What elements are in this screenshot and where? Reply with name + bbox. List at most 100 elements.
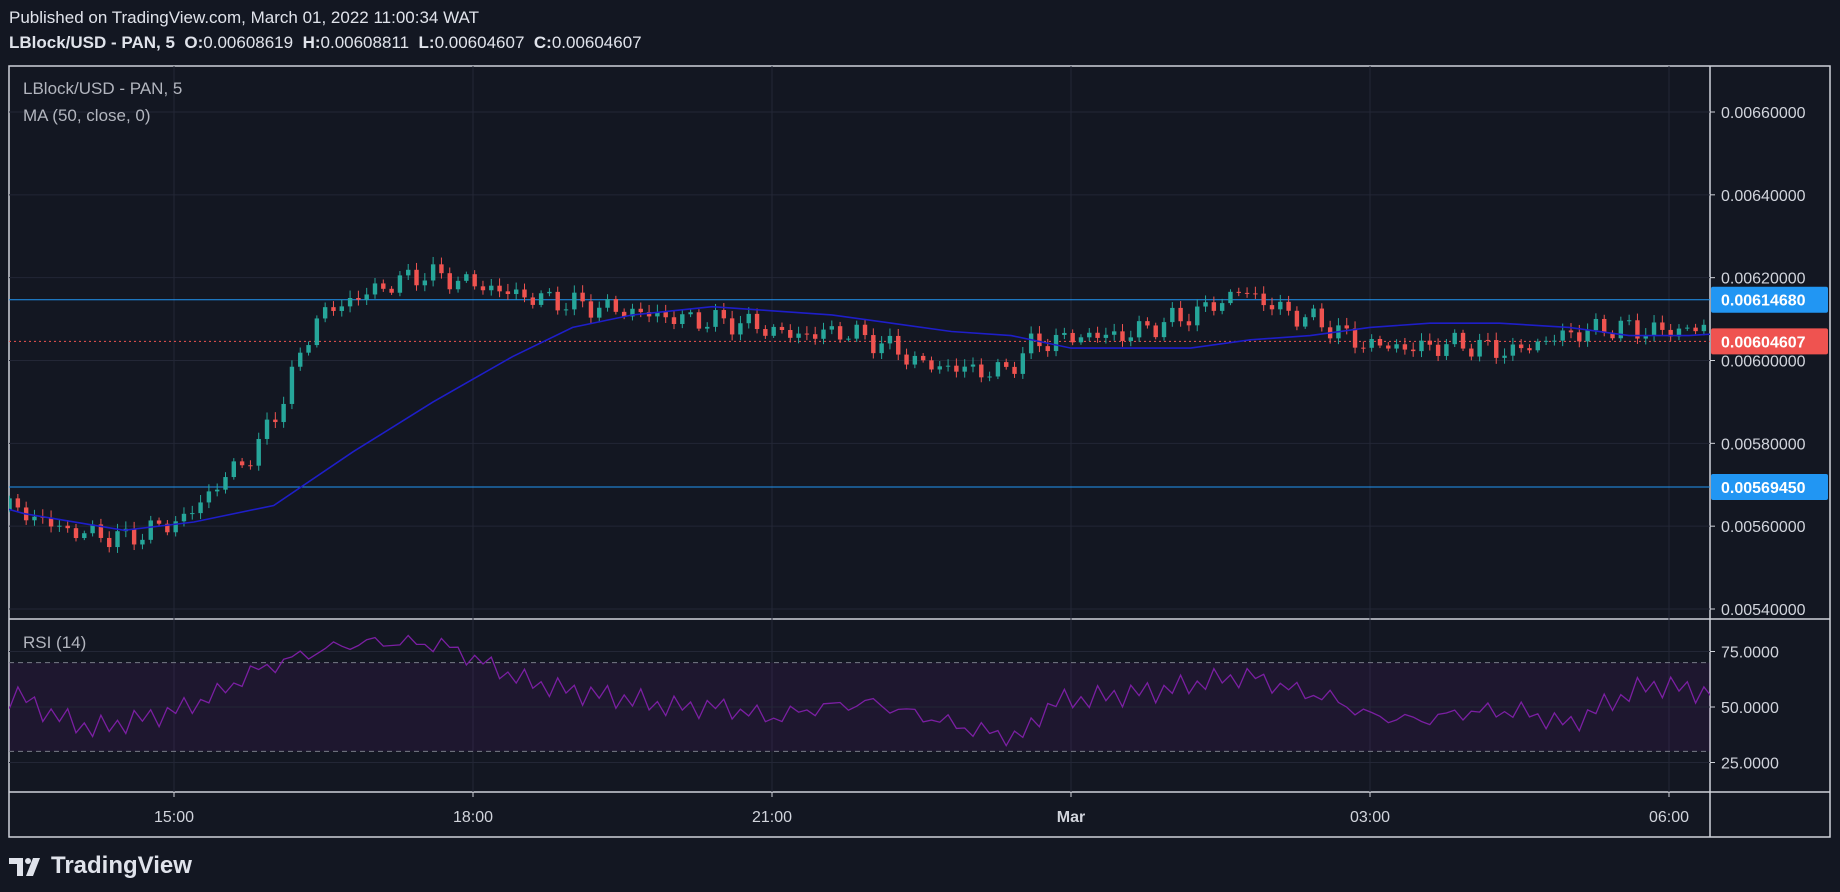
price-plot [9,216,1839,553]
candle-body [896,335,901,355]
candle-body [1053,334,1059,352]
candle-body [356,297,361,300]
candle-body [1568,330,1574,333]
candle-body [547,291,552,294]
candle-body [1626,320,1632,322]
candle-body [1643,335,1648,339]
candle-body [1835,216,1839,224]
candle-body [829,326,834,330]
candle-body [862,324,868,336]
candle-body [273,419,278,423]
candle-body [729,318,735,335]
candle-body [339,306,344,311]
candle-body [1776,254,1780,257]
candle-body [1552,340,1557,342]
x-tick-label: 21:00 [752,809,792,826]
ma-line [9,305,1710,532]
high-label: H: [302,33,321,52]
price-tick-label: 0.00560000 [1721,519,1806,536]
candle-body [563,309,569,311]
tradingview-logo-icon [9,858,40,876]
candle-body [1128,337,1133,341]
candle-body [613,299,619,312]
candle-body [1286,301,1291,311]
candle-body [65,525,70,529]
candle-body [1460,332,1466,349]
candle-body [1195,306,1200,326]
candle-body [140,539,145,545]
candle-body [1253,293,1258,295]
candle-body [1211,302,1217,311]
candle-body [621,311,627,317]
candle-body [364,294,369,300]
price-tick-label: 0.00580000 [1721,436,1806,453]
candle-body [1793,220,1797,243]
candle-body [472,274,477,287]
candle-body [381,283,386,289]
candle-body [1410,349,1416,352]
candle-body [655,312,660,317]
candle-body [1111,331,1117,335]
candle-body [954,365,959,372]
candle-body [1577,332,1582,342]
candle-body [306,345,311,353]
candle-body [1062,332,1067,335]
candle-body [646,312,652,317]
candle-body [9,498,12,511]
candle-body [837,326,843,340]
x-tick-label: 18:00 [453,809,493,826]
price-tick-label: 0.00660000 [1721,105,1806,122]
candle-body [713,310,718,327]
candle-body [1477,339,1482,357]
candle-body [937,366,942,370]
candle-body [1768,254,1772,270]
candle-body [1153,325,1158,338]
candle-body [447,273,452,290]
candle-body [671,317,677,325]
candle-body [1560,330,1565,341]
candle-body [439,264,444,274]
candle-body [1045,346,1050,352]
candle-body [597,307,602,318]
level-price-label-bg [1711,474,1828,501]
price-tick-label: 0.00620000 [1721,271,1806,288]
candle-body [771,326,776,336]
candle-body [1602,318,1607,333]
candle-body [945,365,951,367]
candle-body [214,489,220,492]
footer-brand: TradingView [9,852,192,880]
x-tick-label: 15:00 [154,809,194,826]
candle-body [970,364,976,367]
candle-body [322,307,328,319]
candle-body [90,524,95,534]
ohlc-symbol: LBlock/USD - PAN, 5 [9,33,175,52]
candle-body [1444,344,1449,356]
candle-body [173,521,178,533]
candle-body [821,329,826,339]
candle-body [430,264,436,281]
candle-body [372,283,378,295]
ohlc-line: LBlock/USD - PAN, 5 O:0.00608619 H:0.006… [9,33,642,53]
candle-body [1543,340,1549,342]
candle-body [239,461,245,466]
candle-body [1518,344,1524,349]
candle-body [538,293,544,305]
last-price-label-bg [1711,328,1828,355]
candle-body [281,403,286,423]
candle-body [98,524,104,538]
candle-body [422,280,428,286]
candle-body [464,274,469,281]
candle-body [680,314,685,325]
candle-body [1236,291,1241,293]
rsi-tick-label: 50.0000 [1721,700,1779,717]
candle-body [256,438,261,466]
candle-body [1228,291,1233,304]
candle-body [231,461,236,478]
candle-body [1427,340,1432,345]
candle-body [1103,334,1109,338]
candle-body [1377,339,1383,346]
candle-body [48,517,54,527]
candle-body [1435,344,1441,356]
candle-body [979,364,984,378]
